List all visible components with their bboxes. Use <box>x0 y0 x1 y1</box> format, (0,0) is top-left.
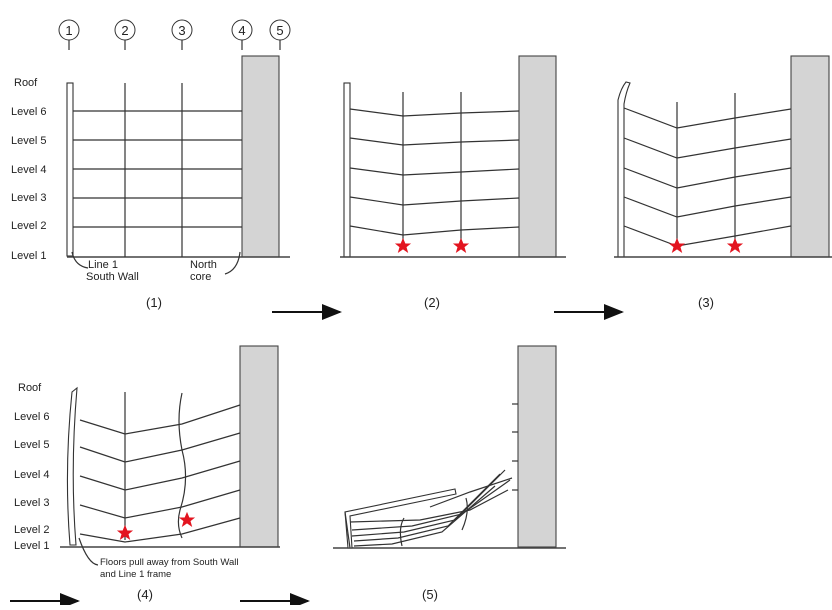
callout-core-label: core <box>190 271 211 283</box>
grid-bubble-2: 2 <box>114 19 136 50</box>
columns-panel-3 <box>676 93 736 248</box>
level-label-4: Level 4 <box>11 164 46 176</box>
floors-panel-3 <box>623 107 792 247</box>
caption-3: (3) <box>698 295 714 310</box>
south-wall <box>66 82 74 257</box>
caption-5: (5) <box>422 587 438 602</box>
level-label-5: Level 5 <box>11 135 46 147</box>
floors-panel-1 <box>73 110 242 228</box>
level-label-2: Level 2 <box>11 220 46 232</box>
floors-panel-4 <box>79 404 241 543</box>
north-core <box>239 345 279 548</box>
level-label-roof: Roof <box>18 382 42 394</box>
panel-1: 1 2 3 4 5 Roof <box>11 19 291 310</box>
south-wall <box>343 82 351 258</box>
caption-2: (2) <box>424 295 440 310</box>
level-label-3: Level 3 <box>14 497 49 509</box>
grid-label-2: 2 <box>121 23 128 38</box>
level-labels-panel-1: Roof Level 6 Level 5 Level 4 Level 3 Lev… <box>11 77 46 262</box>
north-core-callout: North core <box>190 251 241 283</box>
floors-pull-away-callout: Floors pull away from South Wall and Lin… <box>78 537 239 580</box>
south-wall <box>617 81 631 258</box>
callout-line1-label: Line 1 <box>88 259 118 271</box>
grid-bubble-3: 3 <box>171 19 193 50</box>
panel-2: (2) <box>340 55 566 310</box>
level-label-4: Level 4 <box>14 469 49 481</box>
north-core <box>790 55 830 258</box>
grid-bubble-1: 1 <box>58 19 80 50</box>
level-label-6: Level 6 <box>14 411 49 423</box>
level-label-1: Level 1 <box>14 540 49 552</box>
level-label-2: Level 2 <box>14 524 49 536</box>
level-label-5: Level 5 <box>14 439 49 451</box>
level-label-3: Level 3 <box>11 192 46 204</box>
toppled-south-wall <box>344 488 457 549</box>
collapsed-debris <box>344 403 518 549</box>
level-label-6: Level 6 <box>11 106 46 118</box>
panel-4: Roof Level 6 Level 5 Level 4 Level 3 Lev… <box>14 345 280 602</box>
grid-bubble-5: 5 <box>269 19 291 50</box>
callout-north-label: North <box>190 259 217 271</box>
columns-panel-2 <box>402 92 462 244</box>
level-label-1: Level 1 <box>11 250 46 262</box>
north-core <box>517 345 557 548</box>
north-core <box>518 55 557 258</box>
level-label-roof: Roof <box>14 77 38 89</box>
north-core <box>241 55 280 258</box>
failure-star <box>394 237 412 254</box>
grid-label-5: 5 <box>276 23 283 38</box>
caption-4: (4) <box>137 587 153 602</box>
callout-south-wall-label: South Wall <box>86 271 139 283</box>
failure-star <box>726 237 744 254</box>
south-wall-callout: Line 1 South Wall <box>71 251 139 283</box>
panel-3: (3) <box>614 55 832 310</box>
grid-label-1: 1 <box>65 23 72 38</box>
columns-panel-1 <box>124 83 183 257</box>
grid-label-4: 4 <box>238 23 245 38</box>
panel-5: (5) <box>333 345 566 602</box>
callout-floors-line-2: and Line 1 frame <box>100 569 171 580</box>
caption-1: (1) <box>146 295 162 310</box>
grid-bubble-4: 4 <box>231 19 253 50</box>
failure-star <box>178 511 196 528</box>
grid-line-markers: 1 2 3 4 5 <box>58 19 291 50</box>
failure-star <box>452 237 470 254</box>
columns-panel-4 <box>124 392 187 540</box>
level-labels-panel-4: Roof Level 6 Level 5 Level 4 Level 3 Lev… <box>14 382 49 552</box>
callout-floors-line-1: Floors pull away from South Wall <box>100 557 239 568</box>
floors-panel-2 <box>349 108 520 236</box>
south-wall <box>66 386 78 546</box>
grid-label-3: 3 <box>178 23 185 38</box>
